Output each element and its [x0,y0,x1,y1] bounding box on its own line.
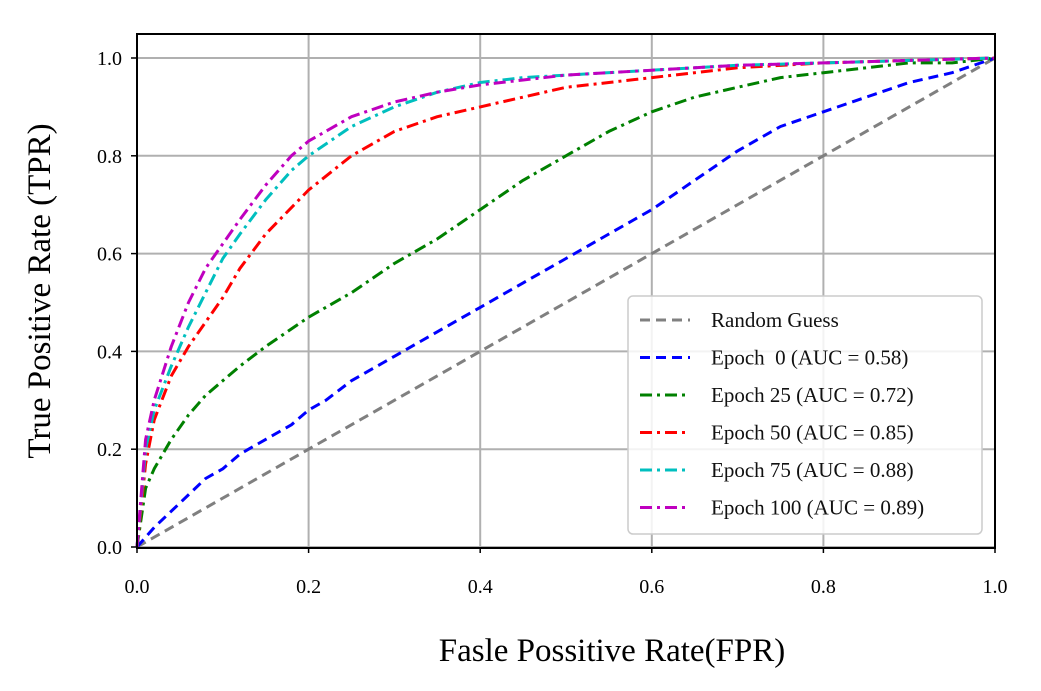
series-line-3 [135,56,996,548]
legend: Random Guess Epoch 0 (AUC = 0.58) Epoch 25… [627,295,983,535]
plot-frame [136,33,996,549]
y-tick-label: 0.4 [97,341,122,363]
y-tick-label: 0.0 [97,537,122,559]
series-layer [135,56,996,549]
legend-label-2: Epoch 25 (AUC = 0.72) [711,383,914,407]
legend-box [627,295,983,535]
x-tick-label: 0.0 [125,576,150,598]
legend-label-1: Epoch 0 (AUC = 0.58) [711,346,908,370]
series-line-1 [135,56,996,548]
y-axis-title: True Positive Rate (TPR) [22,123,58,458]
x-tick-label: 0.6 [639,576,664,598]
x-tick-label: 0.2 [296,576,321,598]
tick-layer: 0.0 0.2 0.4 0.6 0.8 1.0 0.0 0.2 0.4 0.6 0.8 1.0 [97,48,1008,598]
legend-label-0: Random Guess [711,308,839,332]
x-tick-label: 0.8 [811,576,836,598]
series-line-2 [135,56,996,548]
y-tick-label: 0.2 [97,439,122,461]
y-tick-label: 0.6 [97,244,122,266]
legend-label-3: Epoch 50 (AUC = 0.85) [711,421,914,445]
x-tick-label: 1.0 [983,576,1008,598]
legend-label-5: Epoch 100 (AUC = 0.89) [711,496,924,520]
x-tick-label: 0.4 [468,576,493,598]
legend-label-4: Epoch 75 (AUC = 0.88) [711,458,914,482]
y-tick-label: 1.0 [97,48,122,70]
series-line-5 [135,56,996,548]
series-line-0 [136,56,996,549]
x-axis-title: Fasle Possitive Rate(FPR) [439,633,786,669]
y-tick-label: 0.8 [97,146,122,168]
